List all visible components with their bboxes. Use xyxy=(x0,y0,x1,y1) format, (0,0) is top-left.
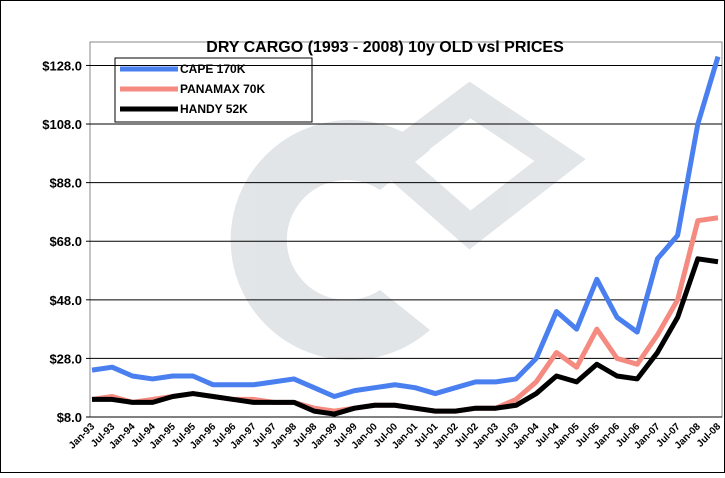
chart-title: DRY CARGO (1993 - 2008) 10y OLD vsl PRIC… xyxy=(206,39,564,56)
series-line xyxy=(91,55,721,399)
y-tick-label: $68.0 xyxy=(49,234,82,249)
legend-label: CAPE 170K xyxy=(180,62,246,76)
legend-label: HANDY 52K xyxy=(180,102,248,116)
y-tick-label: $88.0 xyxy=(49,176,82,191)
legend: CAPE 170K PANAMAX 70K HANDY 52K xyxy=(114,57,313,123)
y-tick-label: $108.0 xyxy=(42,117,82,132)
y-tick-label: $128.0 xyxy=(42,58,82,73)
y-tick-label: $8.0 xyxy=(57,410,82,425)
legend-label: PANAMAX 70K xyxy=(180,82,265,96)
y-tick-label: $48.0 xyxy=(49,293,82,308)
series-line xyxy=(92,256,719,417)
y-tick-label: $28.0 xyxy=(49,351,82,366)
